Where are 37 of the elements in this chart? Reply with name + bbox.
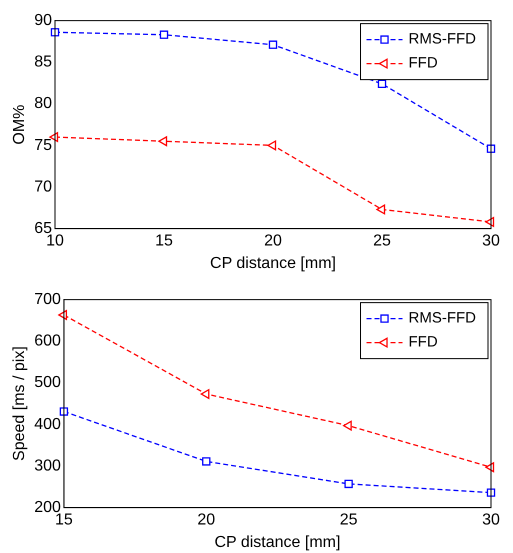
point (158, 136, 168, 146)
x-tick-label: 10 (46, 232, 64, 250)
y-tick-label: 90 (34, 12, 52, 30)
y-axis-title: Speed [ms / pix] (11, 346, 28, 461)
point (267, 140, 276, 150)
y-tick-label: 85 (34, 54, 52, 71)
y-axis-title: OM% (11, 104, 28, 145)
legend-label: FFD (408, 334, 438, 351)
y-tick-label: 70 (34, 178, 52, 196)
point (378, 80, 386, 88)
legend-label: RMS-FFD (408, 30, 476, 48)
x-tick-label: 30 (482, 512, 500, 529)
y-tick-label: 600 (34, 332, 61, 350)
x-tick-label: 20 (264, 232, 282, 250)
point (200, 389, 210, 400)
y-tick-label: 400 (34, 416, 61, 433)
y-tick-label: 700 (34, 291, 61, 308)
legend-label: FFD (408, 54, 438, 72)
y-tick-label: 500 (34, 374, 61, 392)
x-tick-label: 15 (54, 512, 73, 529)
point (160, 30, 168, 39)
x-tick-label: 25 (340, 512, 358, 529)
y-tick-label: 300 (34, 457, 61, 474)
x-tick-label: 25 (373, 232, 391, 250)
x-axis-title: CP distance [mm] (210, 254, 336, 272)
y-tick-label: 80 (34, 95, 52, 112)
point (344, 480, 353, 488)
x-tick-label: 20 (197, 512, 216, 529)
legend-label: RMS-FFD (408, 310, 476, 327)
point (376, 204, 386, 214)
x-tick-label: 30 (482, 232, 500, 250)
x-axis-title: CP distance [mm] (214, 534, 340, 551)
point (342, 420, 352, 431)
y-tick-label: 75 (34, 136, 52, 154)
x-tick-label: 15 (155, 232, 173, 250)
point (268, 40, 278, 49)
point (202, 457, 210, 466)
